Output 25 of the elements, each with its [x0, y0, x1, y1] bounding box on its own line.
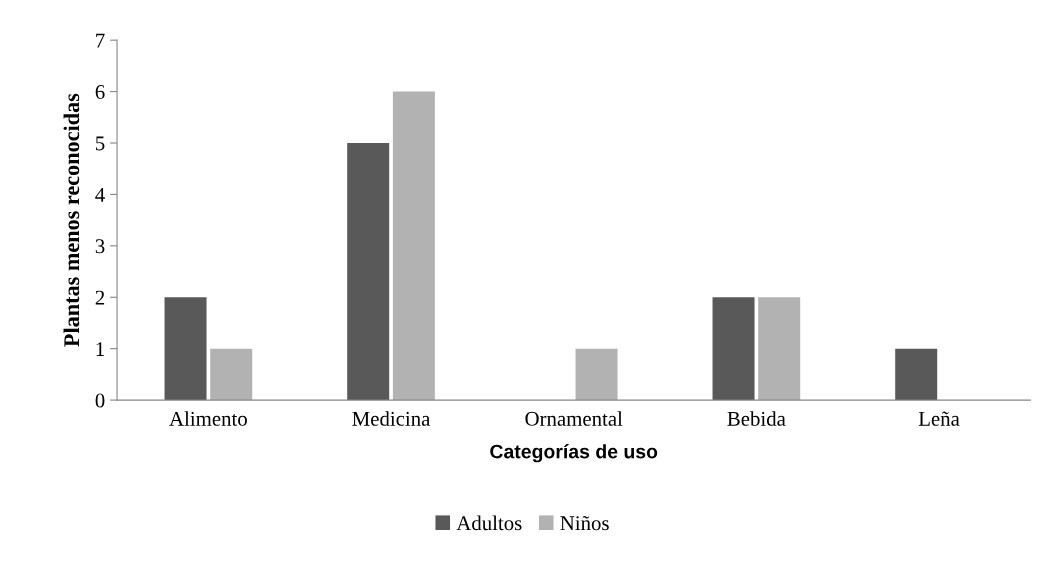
- bar: [210, 348, 253, 401]
- x-tick-label: Medicina: [352, 411, 431, 426]
- legend-label: Adultos: [456, 515, 522, 531]
- x-axis-title: Categorías de uso: [490, 443, 658, 463]
- x-tick-label: Bebida: [727, 411, 786, 426]
- bar: [164, 297, 207, 401]
- bar: [758, 297, 801, 401]
- x-tick-label: Ornamental: [525, 411, 623, 426]
- bar: [575, 348, 618, 401]
- bar: [895, 348, 938, 401]
- y-tick-label: 1: [96, 342, 104, 356]
- bar: [347, 143, 390, 401]
- bar: [712, 297, 755, 401]
- bar: [392, 91, 435, 401]
- y-tick-label: 2: [95, 290, 105, 305]
- y-tick-label: 6: [95, 85, 105, 100]
- y-tick-label: 7: [96, 33, 105, 48]
- y-axis-title: Plantas menos reconocidas: [63, 93, 80, 347]
- x-tick-label: Alimento: [169, 411, 247, 426]
- y-tick-label: 3: [95, 239, 105, 254]
- legend-label: Niños: [560, 515, 609, 531]
- y-tick-label: 5: [96, 136, 105, 151]
- y-tick-label: 0: [95, 393, 105, 408]
- x-tick-label: Leña: [918, 411, 960, 426]
- y-tick-label: 4: [95, 187, 105, 202]
